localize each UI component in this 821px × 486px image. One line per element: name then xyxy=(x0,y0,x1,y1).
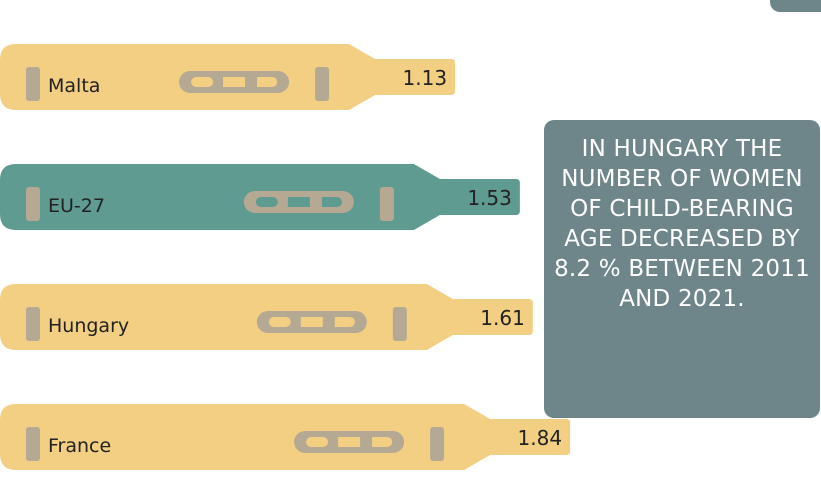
window-marker-3 xyxy=(321,197,342,207)
window-marker-1 xyxy=(255,197,278,207)
bar-left-notch-malta xyxy=(26,67,40,101)
bar-france xyxy=(0,404,571,470)
bar-right-notch-france xyxy=(430,427,445,461)
corner-tab-decoration xyxy=(770,0,821,12)
window-marker-2 xyxy=(287,197,310,207)
bar-right-notch-malta xyxy=(315,67,330,101)
window-marker-1 xyxy=(268,317,291,327)
window-marker-1 xyxy=(306,437,329,447)
window-marker-2 xyxy=(300,317,323,327)
hungary-callout-box: IN HUNGARY THE NUMBER OF WOMEN OF CHILD-… xyxy=(544,120,820,418)
category-label: France xyxy=(48,435,111,457)
data-label: 1.61 xyxy=(480,306,525,330)
window-marker-3 xyxy=(372,437,393,447)
data-label: 1.53 xyxy=(467,186,512,210)
bar-left-notch-eu-27 xyxy=(26,187,40,221)
bar-left-notch-france xyxy=(26,427,40,461)
window-marker-2 xyxy=(223,77,246,87)
bar-left-notch-hungary xyxy=(26,307,40,341)
category-label: Malta xyxy=(48,75,100,97)
data-label: 1.13 xyxy=(403,66,448,90)
window-marker-3 xyxy=(257,77,278,87)
category-label: Hungary xyxy=(48,315,129,337)
bar-right-notch-hungary xyxy=(392,307,407,341)
window-marker-2 xyxy=(338,437,361,447)
data-label: 1.84 xyxy=(518,426,563,450)
window-marker-3 xyxy=(334,317,355,327)
callout-text: IN HUNGARY THE NUMBER OF WOMEN OF CHILD-… xyxy=(554,136,810,312)
category-label: EU-27 xyxy=(48,195,105,217)
window-marker-1 xyxy=(191,77,214,87)
bar-right-notch-eu-27 xyxy=(379,187,394,221)
